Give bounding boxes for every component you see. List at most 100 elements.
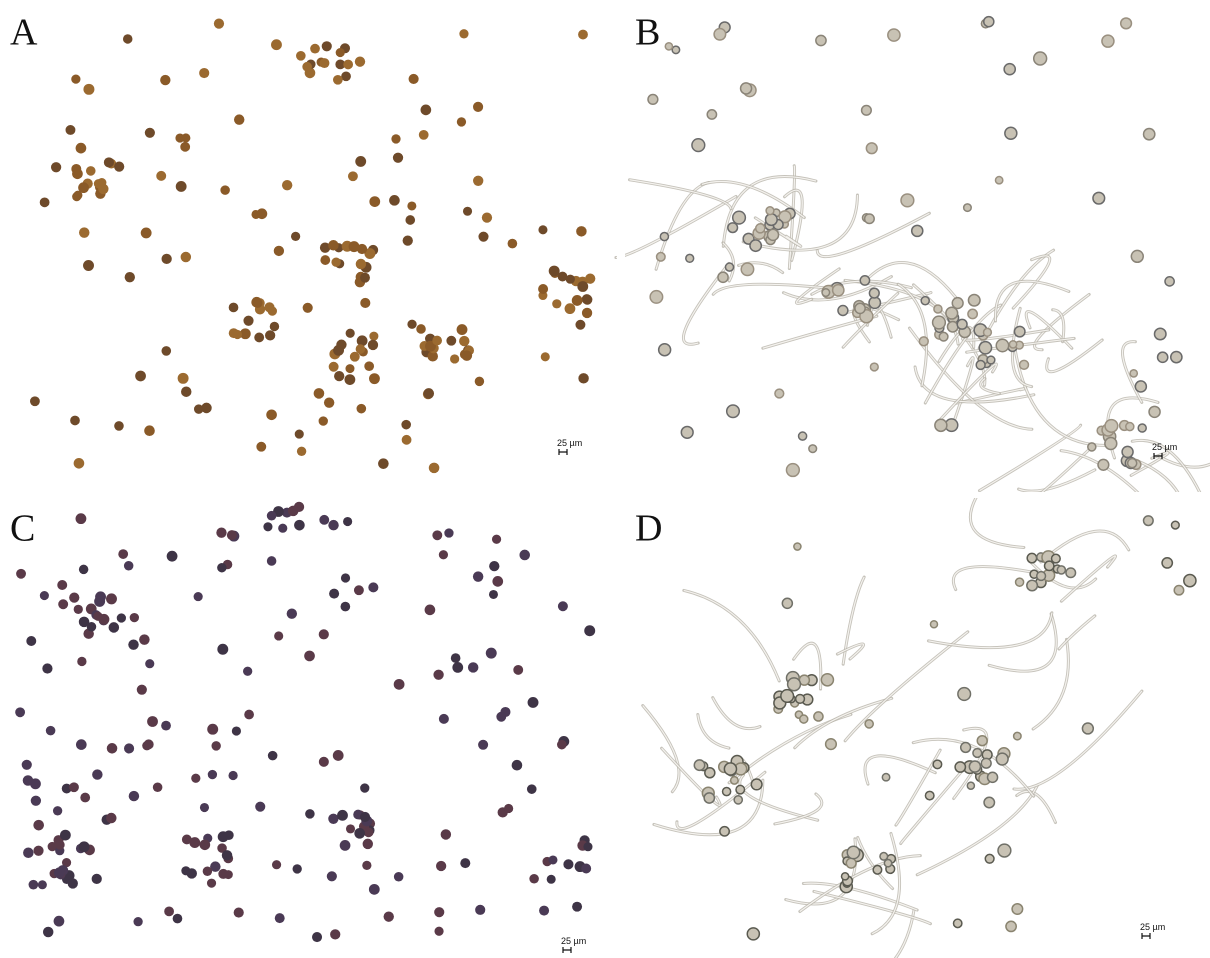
spore — [1105, 420, 1118, 433]
spore — [319, 58, 329, 68]
spore — [74, 605, 83, 614]
spore — [251, 210, 260, 219]
spore — [401, 420, 411, 430]
spore — [527, 784, 537, 794]
spore — [921, 297, 929, 305]
spore — [957, 319, 967, 329]
spore — [766, 207, 774, 215]
spore — [750, 240, 761, 251]
spore — [368, 582, 378, 592]
spore — [585, 274, 595, 284]
spore — [1020, 360, 1029, 369]
panel-label: B — [635, 12, 660, 54]
spore — [217, 644, 228, 655]
spore — [855, 303, 865, 313]
spore — [354, 585, 364, 595]
spore — [882, 774, 889, 781]
spore — [271, 39, 282, 50]
spore — [1128, 459, 1137, 468]
spore — [952, 298, 963, 309]
spore — [513, 665, 523, 675]
spore — [42, 663, 52, 673]
spore — [582, 308, 592, 318]
spore — [984, 797, 994, 807]
spore — [304, 651, 315, 662]
spore — [901, 194, 914, 207]
spore — [725, 263, 733, 271]
spore — [393, 153, 403, 163]
spore — [508, 239, 518, 249]
spore — [33, 820, 44, 831]
spore — [106, 813, 116, 823]
spore — [846, 858, 856, 868]
spore — [104, 157, 114, 167]
spore — [421, 105, 432, 116]
spore — [130, 613, 139, 622]
spore — [692, 139, 705, 152]
spore — [681, 426, 693, 438]
spore — [328, 240, 339, 251]
spore — [297, 447, 306, 456]
spore — [786, 464, 799, 477]
spore — [340, 840, 351, 851]
spore — [364, 361, 374, 371]
spore — [958, 688, 971, 701]
spore — [66, 125, 76, 135]
spore — [741, 263, 753, 275]
panel-c: C25 µm — [0, 498, 617, 958]
spore — [489, 590, 498, 599]
spore — [425, 605, 436, 616]
spore — [1093, 192, 1105, 204]
micrograph-field — [0, 498, 617, 958]
spore — [175, 133, 184, 142]
spore — [76, 143, 87, 154]
spore — [218, 869, 228, 879]
spore — [360, 783, 369, 792]
spore — [256, 442, 266, 452]
spore — [23, 775, 34, 786]
spore — [821, 674, 833, 686]
spore — [419, 130, 429, 140]
spore — [548, 855, 557, 864]
spore — [473, 102, 483, 112]
spore — [575, 320, 585, 330]
spore — [583, 842, 592, 851]
spore — [15, 707, 25, 717]
spore — [244, 710, 254, 720]
panel-b: B25 µm — [616, 0, 1210, 553]
spore — [142, 741, 151, 750]
spore — [264, 302, 274, 312]
spore — [1144, 516, 1154, 526]
spore — [572, 902, 582, 912]
spore — [998, 844, 1011, 857]
micrograph-field — [625, 498, 1210, 958]
spore — [72, 168, 83, 179]
spore — [320, 255, 330, 265]
spore — [368, 340, 378, 350]
spore — [475, 905, 485, 915]
spore — [106, 593, 117, 604]
spore — [866, 143, 877, 154]
spore — [1034, 52, 1047, 65]
spore — [153, 782, 163, 792]
spore — [344, 374, 355, 385]
spore — [1088, 443, 1096, 451]
spore — [302, 62, 312, 72]
spore — [459, 29, 468, 38]
spore — [217, 563, 226, 572]
spore — [378, 458, 389, 469]
spore — [765, 214, 777, 226]
spore — [444, 528, 453, 537]
spore — [486, 648, 497, 659]
spore — [660, 233, 668, 241]
spore — [117, 613, 126, 622]
spore — [504, 804, 513, 813]
spore — [243, 316, 253, 326]
spore — [178, 373, 189, 384]
spore — [1130, 370, 1137, 377]
spore — [707, 110, 716, 119]
spore — [337, 810, 348, 821]
spore — [930, 621, 937, 628]
spore — [133, 917, 142, 926]
spore — [1014, 732, 1021, 739]
